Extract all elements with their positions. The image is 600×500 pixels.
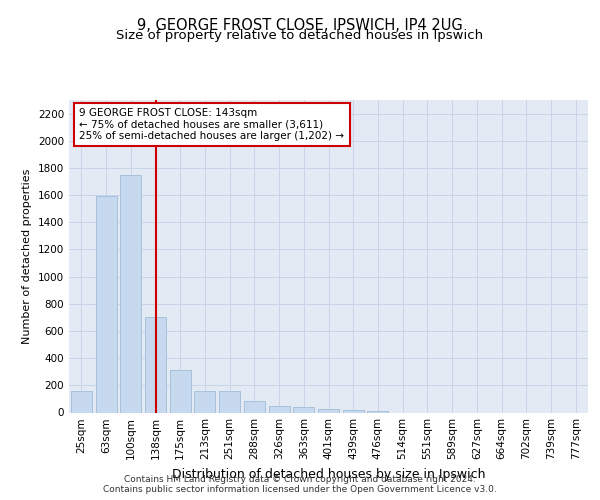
Bar: [95, 196, 116, 412]
Bar: [318, 409, 339, 412]
Bar: [120, 174, 141, 412]
Bar: [71, 391, 92, 412]
Text: 9 GEORGE FROST CLOSE: 143sqm
← 75% of detached houses are smaller (3,611)
25% of: 9 GEORGE FROST CLOSE: 143sqm ← 75% of de…: [79, 108, 344, 141]
Bar: [244, 401, 265, 412]
Text: 9, GEORGE FROST CLOSE, IPSWICH, IP4 2UG: 9, GEORGE FROST CLOSE, IPSWICH, IP4 2UG: [137, 18, 463, 32]
Bar: [293, 407, 314, 412]
Text: Contains HM Land Registry data © Crown copyright and database right 2024.
Contai: Contains HM Land Registry data © Crown c…: [103, 474, 497, 494]
Bar: [367, 411, 388, 412]
Bar: [343, 410, 364, 412]
Text: Size of property relative to detached houses in Ipswich: Size of property relative to detached ho…: [116, 29, 484, 42]
Bar: [145, 318, 166, 412]
Bar: [170, 370, 191, 412]
Y-axis label: Number of detached properties: Number of detached properties: [22, 168, 32, 344]
Bar: [269, 406, 290, 412]
X-axis label: Distribution of detached houses by size in Ipswich: Distribution of detached houses by size …: [172, 468, 485, 481]
Bar: [194, 392, 215, 412]
Bar: [219, 392, 240, 412]
